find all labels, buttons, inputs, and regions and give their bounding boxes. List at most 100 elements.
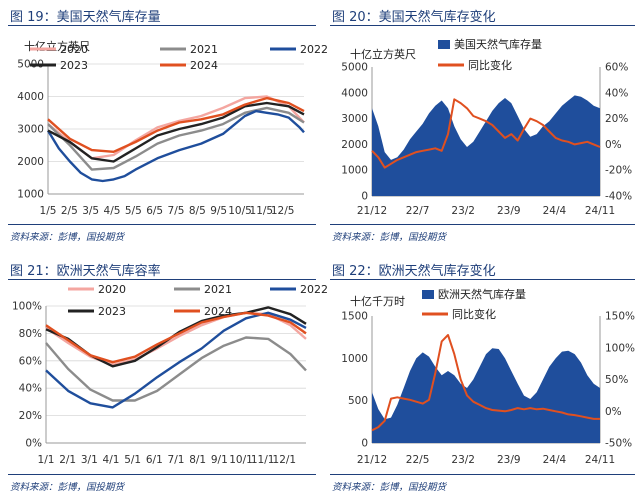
series-line-2020 <box>47 95 305 160</box>
series-line-同比变化 <box>371 334 600 432</box>
chart-title: 图 21：欧洲天然气库容率 <box>10 264 161 279</box>
legend-label: 2021 <box>190 43 218 56</box>
series-line-同比变化 <box>371 98 601 169</box>
x-tick-label: 12/5 <box>271 205 295 217</box>
y-tick-label: 500 <box>348 395 368 407</box>
x-tick-label: 4/5 <box>104 205 121 217</box>
x-tick-label: 7/5 <box>168 205 185 217</box>
y2-tick-label: 150% <box>605 311 635 323</box>
source-divider <box>8 474 316 475</box>
legend-label: 2023 <box>98 305 126 318</box>
title-divider <box>8 279 316 280</box>
legend-swatch <box>438 40 450 49</box>
y2-tick-label: 40% <box>605 87 628 99</box>
x-tick-label: 5/5 <box>125 205 142 217</box>
x-tick-label: 4/1 <box>103 454 120 466</box>
x-tick-label: 1/1 <box>38 454 55 466</box>
y2-tick-label: 20% <box>605 113 628 125</box>
y-tick-label: 20% <box>19 410 42 422</box>
y-tick-label: 1500 <box>341 311 368 323</box>
y2-tick-label: 0% <box>605 139 622 151</box>
series-line-2020 <box>45 311 307 367</box>
y-tick-label: 4000 <box>341 87 368 99</box>
x-tick-label: 23/9 <box>497 205 521 217</box>
source-note: 资料来源：彭博，国投期货 <box>10 232 125 243</box>
x-tick-label: 21/12 <box>357 205 387 217</box>
y-tick-label: 5000 <box>341 62 368 74</box>
source-note: 资料来源：彭博，国投期货 <box>332 482 447 493</box>
y-tick-label: 3000 <box>17 124 44 136</box>
y-axis-unit: 十亿千万时 <box>350 294 405 308</box>
y-tick-label: 0% <box>25 438 42 450</box>
y-tick-label: 40% <box>19 383 42 395</box>
y2-tick-label: 100% <box>605 342 635 354</box>
x-tick-label: 24/11 <box>585 454 615 466</box>
x-tick-label: 21/12 <box>357 454 387 466</box>
series-line-2021 <box>45 336 307 402</box>
chart-panel-eu-fill-rate: 图 21：欧洲天然气库容率 0% 20% 40% 60% 80% 100% 1/1 2/1 3/… <box>8 254 328 501</box>
series-line-2023 <box>47 101 305 163</box>
x-tick-label: 7/1 <box>168 454 185 466</box>
legend-label: 2021 <box>204 283 232 296</box>
legend-label: 2020 <box>98 283 126 296</box>
series-line-2024 <box>47 96 305 153</box>
y-tick-label: 1000 <box>341 165 368 177</box>
chart-eu-fill-rate: 0% 20% 40% 60% 80% 100% 1/1 2/1 3/1 4/1 5/1 6/1 7/1 8… <box>12 283 328 466</box>
source-divider <box>330 224 635 225</box>
y-tick-label: 80% <box>19 328 42 340</box>
y2-tick-label: -40% <box>605 191 632 203</box>
x-tick-label: 2/5 <box>61 205 78 217</box>
x-tick-label: 8/1 <box>189 454 206 466</box>
x-tick-label: 24/11 <box>585 205 615 217</box>
series-area-欧洲天然气库存量 <box>372 348 600 443</box>
x-tick-label: 5/1 <box>124 454 141 466</box>
chart-title: 图 19：美国天然气库存量 <box>10 10 161 25</box>
chart-panel-eu-storage-change: 图 22：欧洲天然气库存变化 0 500 1000 1500 -50% 0% 50% 100%… <box>330 254 635 501</box>
x-tick-label: 24/4 <box>543 454 567 466</box>
legend-label: 2024 <box>204 305 232 318</box>
y-tick-label: 1000 <box>17 189 44 201</box>
y-axis-unit: 十亿立方英尺 <box>350 47 416 61</box>
legend-label: 2022 <box>300 43 328 56</box>
x-tick-label: 6/5 <box>146 205 163 217</box>
legend-label: 欧洲天然气库存量 <box>438 287 526 301</box>
x-tick-label: 1/5 <box>40 205 57 217</box>
series-line-2021 <box>47 106 305 171</box>
source-divider <box>8 224 316 225</box>
x-tick-label: 23/9 <box>497 454 521 466</box>
y-tick-label: 3000 <box>341 113 368 125</box>
legend-label: 同比变化 <box>452 307 496 321</box>
series-area-美国天然气库存量 <box>372 95 600 196</box>
y-tick-label: 4000 <box>17 91 44 103</box>
chart-us-storage-change: 0 1000 2000 3000 4000 5000 -40% -20% 0% 20% 40% 60%… <box>341 37 632 217</box>
x-tick-label: 22/5 <box>406 454 430 466</box>
x-tick-label: 23/2 <box>451 454 475 466</box>
x-tick-label: 11/1 <box>251 454 275 466</box>
x-tick-label: 10/1 <box>229 454 253 466</box>
x-tick-label: 6/1 <box>146 454 163 466</box>
x-tick-label: 24/4 <box>543 205 567 217</box>
y2-tick-label: 60% <box>605 62 628 74</box>
legend-label: 2022 <box>300 283 328 296</box>
title-divider <box>330 279 635 280</box>
y2-tick-label: 0% <box>605 406 622 418</box>
x-tick-label: 11/5 <box>250 205 274 217</box>
chart-panel-us-storage-change: 图 20：美国天然气库存变化 0 1000 2000 3000 4000 5000 -40%… <box>330 0 635 248</box>
chart-title: 图 22：欧洲天然气库存变化 <box>332 264 496 279</box>
chart-title: 图 20：美国天然气库存变化 <box>332 10 496 25</box>
y-tick-label: 2000 <box>17 156 44 168</box>
x-tick-label: 10/5 <box>228 205 252 217</box>
x-tick-label: 3/5 <box>82 205 99 217</box>
x-tick-label: 2/1 <box>59 454 76 466</box>
legend-swatch <box>422 290 434 299</box>
title-divider <box>8 25 316 26</box>
legend-label: 2020 <box>60 43 88 56</box>
chart-us-storage: 100020003000400050001/52/53/54/55/56/57/… <box>17 39 328 217</box>
x-tick-label: 3/1 <box>81 454 98 466</box>
x-tick-label: 22/7 <box>406 205 430 217</box>
y-tick-label: 0 <box>361 438 368 450</box>
title-divider <box>330 25 635 26</box>
source-divider <box>330 474 635 475</box>
x-tick-label: 8/5 <box>189 205 206 217</box>
legend-label: 美国天然气库存量 <box>454 37 542 51</box>
